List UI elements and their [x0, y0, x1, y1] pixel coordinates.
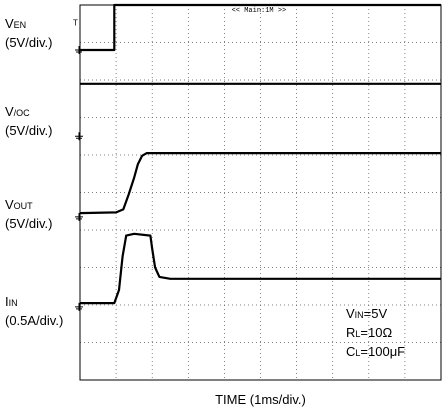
condition-vin: VIN=5V	[346, 306, 388, 321]
trace-vout	[79, 152, 441, 215]
channel-scale: (5V/div.)	[5, 123, 53, 138]
channel-label-iin: IIN (0.5A/div.)	[5, 293, 63, 330]
channel-label-vout: VOUT (5V/div.)	[5, 196, 52, 233]
ground-marker-iin	[75, 302, 83, 311]
grid	[80, 5, 441, 380]
channel-label-voc: V/OC (5V/div.)	[5, 103, 52, 140]
trace-ven	[80, 3, 441, 52]
channel-name: VOUT	[5, 197, 33, 212]
trigger-readout: << Main:1M >>	[232, 7, 287, 15]
channel-scale: (5V/div.)	[5, 216, 53, 231]
channel-label-ven: VEN (5V/div.)	[5, 15, 52, 52]
trigger-level-marker: T	[73, 19, 78, 28]
x-axis-label: TIME (1ms/div.)	[215, 392, 306, 407]
traces	[79, 3, 441, 305]
ground-marker-voc	[75, 132, 83, 141]
channel-name: IIN	[5, 294, 18, 309]
channel-name: V/OC	[5, 104, 30, 119]
ground-marker-vout	[75, 212, 83, 221]
condition-cl: CL=100μF	[346, 344, 406, 359]
ground-markers	[75, 46, 83, 311]
channel-scale: (0.5A/div.)	[5, 313, 64, 328]
ground-marker-ven	[75, 46, 83, 54]
channel-name: VEN	[5, 16, 27, 31]
trace-iin	[80, 232, 441, 305]
condition-rl: RL=10Ω	[346, 325, 393, 340]
channel-scale: (5V/div.)	[5, 35, 53, 50]
